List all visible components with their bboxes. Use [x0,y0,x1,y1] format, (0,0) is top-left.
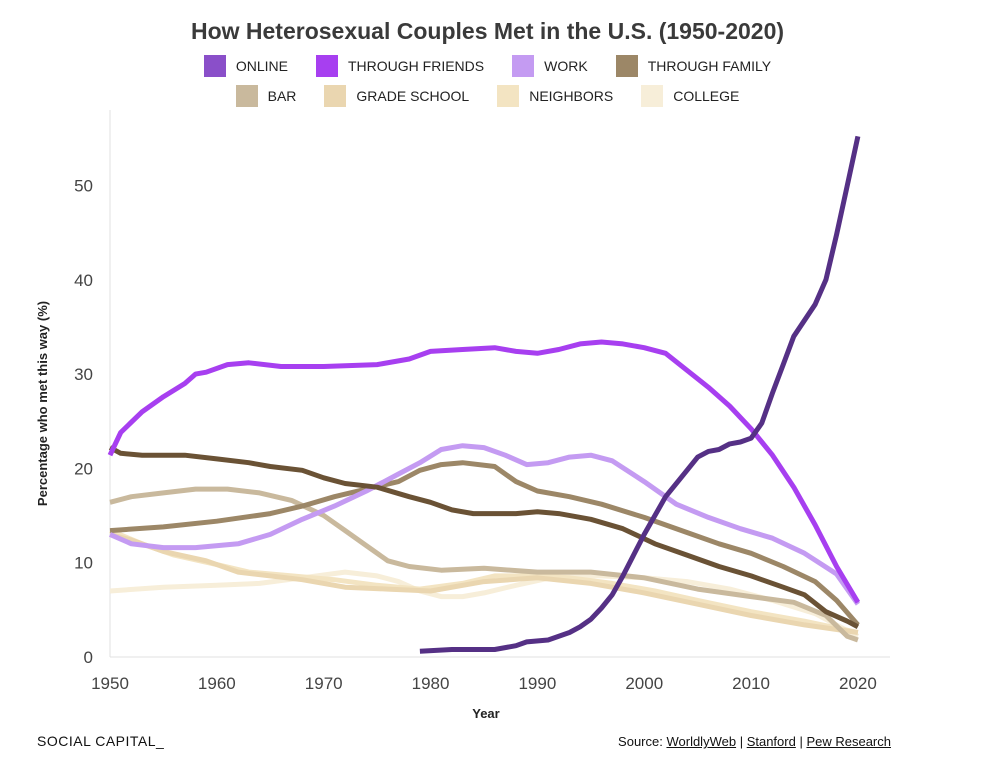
legend-item-bar[interactable]: BAR [235,85,297,107]
y-tick-label: 0 [84,648,93,667]
x-axis-title: Year [472,706,499,721]
x-tick-label: 1960 [198,674,236,693]
legend-swatch [324,85,347,107]
legend-row-1: ONLINE THROUGH FRIENDS WORK THROUGH FAMI… [0,55,975,77]
y-tick-label: 30 [74,365,93,384]
x-tick-label: 2000 [625,674,663,693]
y-tick-label: 10 [74,554,93,573]
series-line-bar [109,486,859,643]
x-tick-label: 1970 [305,674,343,693]
legend-swatch [615,55,638,77]
legend-item-grade-school[interactable]: GRADE SCHOOL [324,85,469,107]
source-separator: | [736,734,747,749]
x-tick-label: 2020 [839,674,877,693]
source-link-stanford[interactable]: Stanford [746,734,796,749]
y-tick-label: 20 [74,459,93,478]
series-line-grade-school [109,531,859,635]
legend-swatch [641,85,664,107]
legend-label: COLLEGE [673,88,740,104]
series-line-online [419,135,861,654]
legend-label: BAR [267,88,297,104]
legend-item-college[interactable]: COLLEGE [641,85,739,107]
legend-swatch [203,55,226,77]
legend-swatch [316,55,338,77]
legend-label: GRADE SCHOOL [356,88,470,104]
legend-item-work[interactable]: WORK [512,55,588,77]
legend-label: WORK [544,58,588,74]
legend-swatch [235,85,258,107]
x-tick-label: 1990 [518,674,556,693]
chart-title: How Heterosexual Couples Met in the U.S.… [190,18,785,44]
legend-label: ONLINE [235,58,288,74]
x-tick-label: 1980 [412,674,450,693]
legend-item-online[interactable]: ONLINE [203,55,288,77]
legend-item-through-friends[interactable]: THROUGH FRIENDS [316,55,484,77]
series-line-singles-service-other [108,445,860,630]
y-tick-label: 50 [74,176,93,195]
legend-label: NEIGHBORS [529,88,614,104]
legend-swatch [497,85,520,107]
legend-swatch [512,55,535,77]
legend-label: THROUGH FRIENDS [348,58,485,74]
series-line-through-family [109,460,860,627]
y-axis-title: Percentage who met this way (%) [35,301,50,506]
legend-row-2: BAR GRADE SCHOOL NEIGHBORS COLLEGE [0,85,975,107]
x-tick-label: 1950 [91,674,129,693]
legend-item-neighbors[interactable]: NEIGHBORS [497,85,613,107]
source-prefix: Source: [618,734,667,749]
source-link-worldlyweb[interactable]: WorldlyWeb [666,734,737,749]
series-line-through-friends [107,339,861,604]
x-tick-label: 2010 [732,674,770,693]
y-tick-label: 40 [74,271,93,290]
series-line-college [109,569,860,639]
legend-item-through-family[interactable]: THROUGH FAMILY [615,55,772,77]
source-separator: | [795,734,807,749]
source-credits: Source: WorldlyWeb | Stanford | Pew Rese… [618,734,891,749]
source-link-pew-research[interactable]: Pew Research [806,734,891,749]
brand-wordmark: SOCIAL CAPITAL_ [37,733,165,749]
legend-label: THROUGH FAMILY [647,58,772,74]
series-line-work [108,443,860,606]
